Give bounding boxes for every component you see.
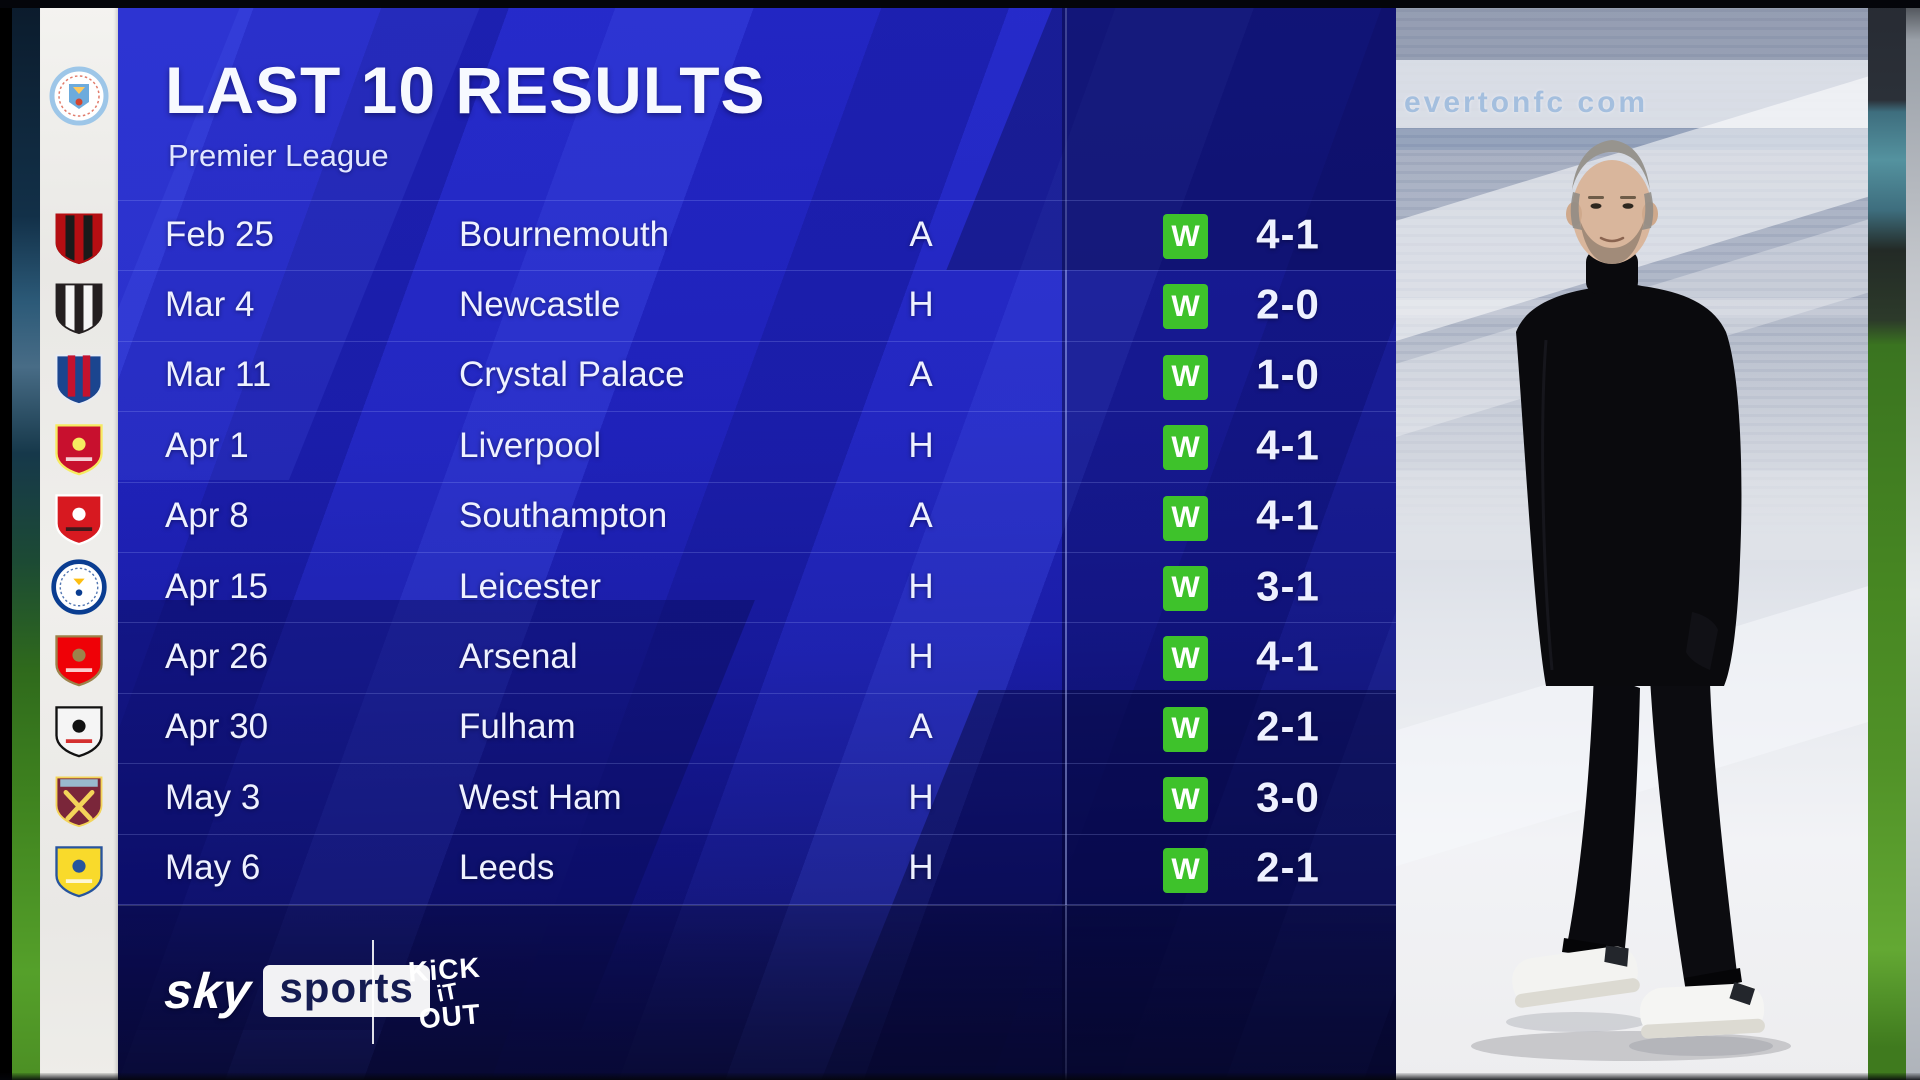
sports-logo-box: sports xyxy=(263,965,430,1017)
venue-indicator: H xyxy=(908,777,934,817)
kick-it-out-logo: KiCK iT OUT xyxy=(395,941,500,1046)
match-score: 2-1 xyxy=(1256,702,1320,750)
match-score: 4-1 xyxy=(1256,632,1320,680)
win-badge: W xyxy=(1163,214,1208,259)
sky-logo-text: sky xyxy=(162,963,254,1019)
footer-bar: sky sports KiCK iT OUT xyxy=(118,905,1396,1080)
match-score: 4-1 xyxy=(1256,421,1320,469)
win-badge: W xyxy=(1163,847,1208,893)
silver-strip xyxy=(1906,0,1920,1080)
crest-leeds-icon xyxy=(49,838,109,898)
venue-indicator: A xyxy=(909,707,933,747)
win-badge: W xyxy=(1163,777,1208,823)
crest-manchester-city-icon xyxy=(47,64,111,128)
match-date: Apr 15 xyxy=(165,566,269,606)
match-date: May 3 xyxy=(165,777,261,817)
win-badge: W xyxy=(1163,565,1208,611)
crest-crystal-palace-icon xyxy=(49,346,109,406)
match-score: 3-1 xyxy=(1256,562,1320,610)
win-badge: W xyxy=(1163,706,1208,752)
stadium-video-left-edge xyxy=(0,0,40,1080)
crest-liverpool-icon xyxy=(49,416,109,476)
result-row: Apr 15 Leicester H W 3-1 xyxy=(118,551,1396,622)
opponent-name: Crystal Palace xyxy=(459,355,685,395)
opponent-name: Liverpool xyxy=(459,425,602,465)
match-date: Apr 1 xyxy=(165,425,249,465)
match-score: 4-1 xyxy=(1256,210,1320,258)
opponent-name: Fulham xyxy=(459,707,576,747)
win-badge: W xyxy=(1163,354,1208,400)
venue-indicator: H xyxy=(908,284,934,324)
crest-west-ham-icon xyxy=(49,768,109,828)
result-row: May 3 West Ham H W 3-0 xyxy=(118,763,1396,833)
footer-divider xyxy=(372,940,374,1044)
frame-top-edge xyxy=(0,0,1920,8)
stadium-video-right-edge xyxy=(1868,0,1920,1080)
match-date: Feb 25 xyxy=(165,214,274,254)
match-score: 2-0 xyxy=(1256,280,1320,328)
venue-indicator: A xyxy=(909,355,933,395)
match-date: Apr 30 xyxy=(165,707,269,747)
crest-bournemouth-icon xyxy=(49,205,109,265)
match-score: 4-1 xyxy=(1256,491,1320,539)
match-date: Apr 26 xyxy=(165,636,269,676)
page-title: LAST 10 RESULTS xyxy=(165,53,766,127)
result-row: Mar 11 Crystal Palace A W 1-0 xyxy=(118,340,1396,411)
crest-southampton-icon xyxy=(49,486,109,546)
venue-indicator: H xyxy=(908,425,934,465)
win-badge: W xyxy=(1163,425,1208,471)
frame-bottom-edge xyxy=(0,1073,1920,1080)
opponent-name: Newcastle xyxy=(459,284,621,324)
result-row: Feb 25 Bournemouth A W 4-1 xyxy=(118,200,1396,270)
crest-arsenal-icon xyxy=(49,627,109,687)
club-crest-rail xyxy=(40,0,118,1080)
sky-sports-logo: sky sports xyxy=(162,962,430,1020)
win-badge: W xyxy=(1163,495,1208,541)
hoarding-watermark: evertonfc com xyxy=(1404,86,1649,119)
crest-fulham-icon xyxy=(49,698,109,758)
manager-photo-panel: evertonfc com xyxy=(1396,0,1868,1080)
results-table: Feb 25 Bournemouth A W 4-1 Mar 4 Newcastle H W 2-… xyxy=(118,200,1396,905)
venue-indicator: H xyxy=(908,636,934,676)
opponent-name: Southampton xyxy=(459,496,668,536)
venue-indicator: A xyxy=(909,214,933,254)
match-date: Mar 11 xyxy=(165,355,272,395)
venue-indicator: H xyxy=(908,566,934,606)
match-date: May 6 xyxy=(165,848,261,888)
result-row: Apr 1 Liverpool H W 4-1 xyxy=(118,411,1396,481)
kick-it-out-line3: OUT xyxy=(417,997,483,1035)
result-row: Mar 4 Newcastle H W 2-0 xyxy=(118,270,1396,340)
opponent-name: West Ham xyxy=(459,777,622,817)
result-row: May 6 Leeds H W 2-1 xyxy=(118,833,1396,904)
venue-indicator: A xyxy=(909,496,933,536)
opponent-name: Arsenal xyxy=(459,636,578,676)
result-row: Apr 26 Arsenal H W 4-1 xyxy=(118,622,1396,692)
crest-leicester-icon xyxy=(49,557,109,617)
opponent-name: Leeds xyxy=(459,848,555,888)
result-row: Apr 8 Southampton A W 4-1 xyxy=(118,481,1396,552)
venue-indicator: H xyxy=(908,848,934,888)
pep-guardiola-photo xyxy=(1471,140,1791,1061)
competition-subtitle: Premier League xyxy=(168,138,389,173)
opponent-name: Leicester xyxy=(459,566,602,606)
opponent-name: Bournemouth xyxy=(459,214,670,254)
match-score: 1-0 xyxy=(1256,351,1320,399)
match-score: 3-0 xyxy=(1256,773,1320,821)
win-badge: W xyxy=(1163,284,1208,330)
result-row: Apr 30 Fulham A W 2-1 xyxy=(118,692,1396,763)
match-score: 2-1 xyxy=(1256,843,1320,891)
score-column-shade xyxy=(946,0,1396,1080)
match-date: Apr 8 xyxy=(165,496,249,536)
match-date: Mar 4 xyxy=(165,284,255,324)
results-panel: LAST 10 RESULTS Premier League Feb 25 Bou… xyxy=(118,0,1396,1080)
stands-strip xyxy=(1868,0,1906,1080)
crest-newcastle-icon xyxy=(49,275,109,335)
win-badge: W xyxy=(1163,636,1208,682)
